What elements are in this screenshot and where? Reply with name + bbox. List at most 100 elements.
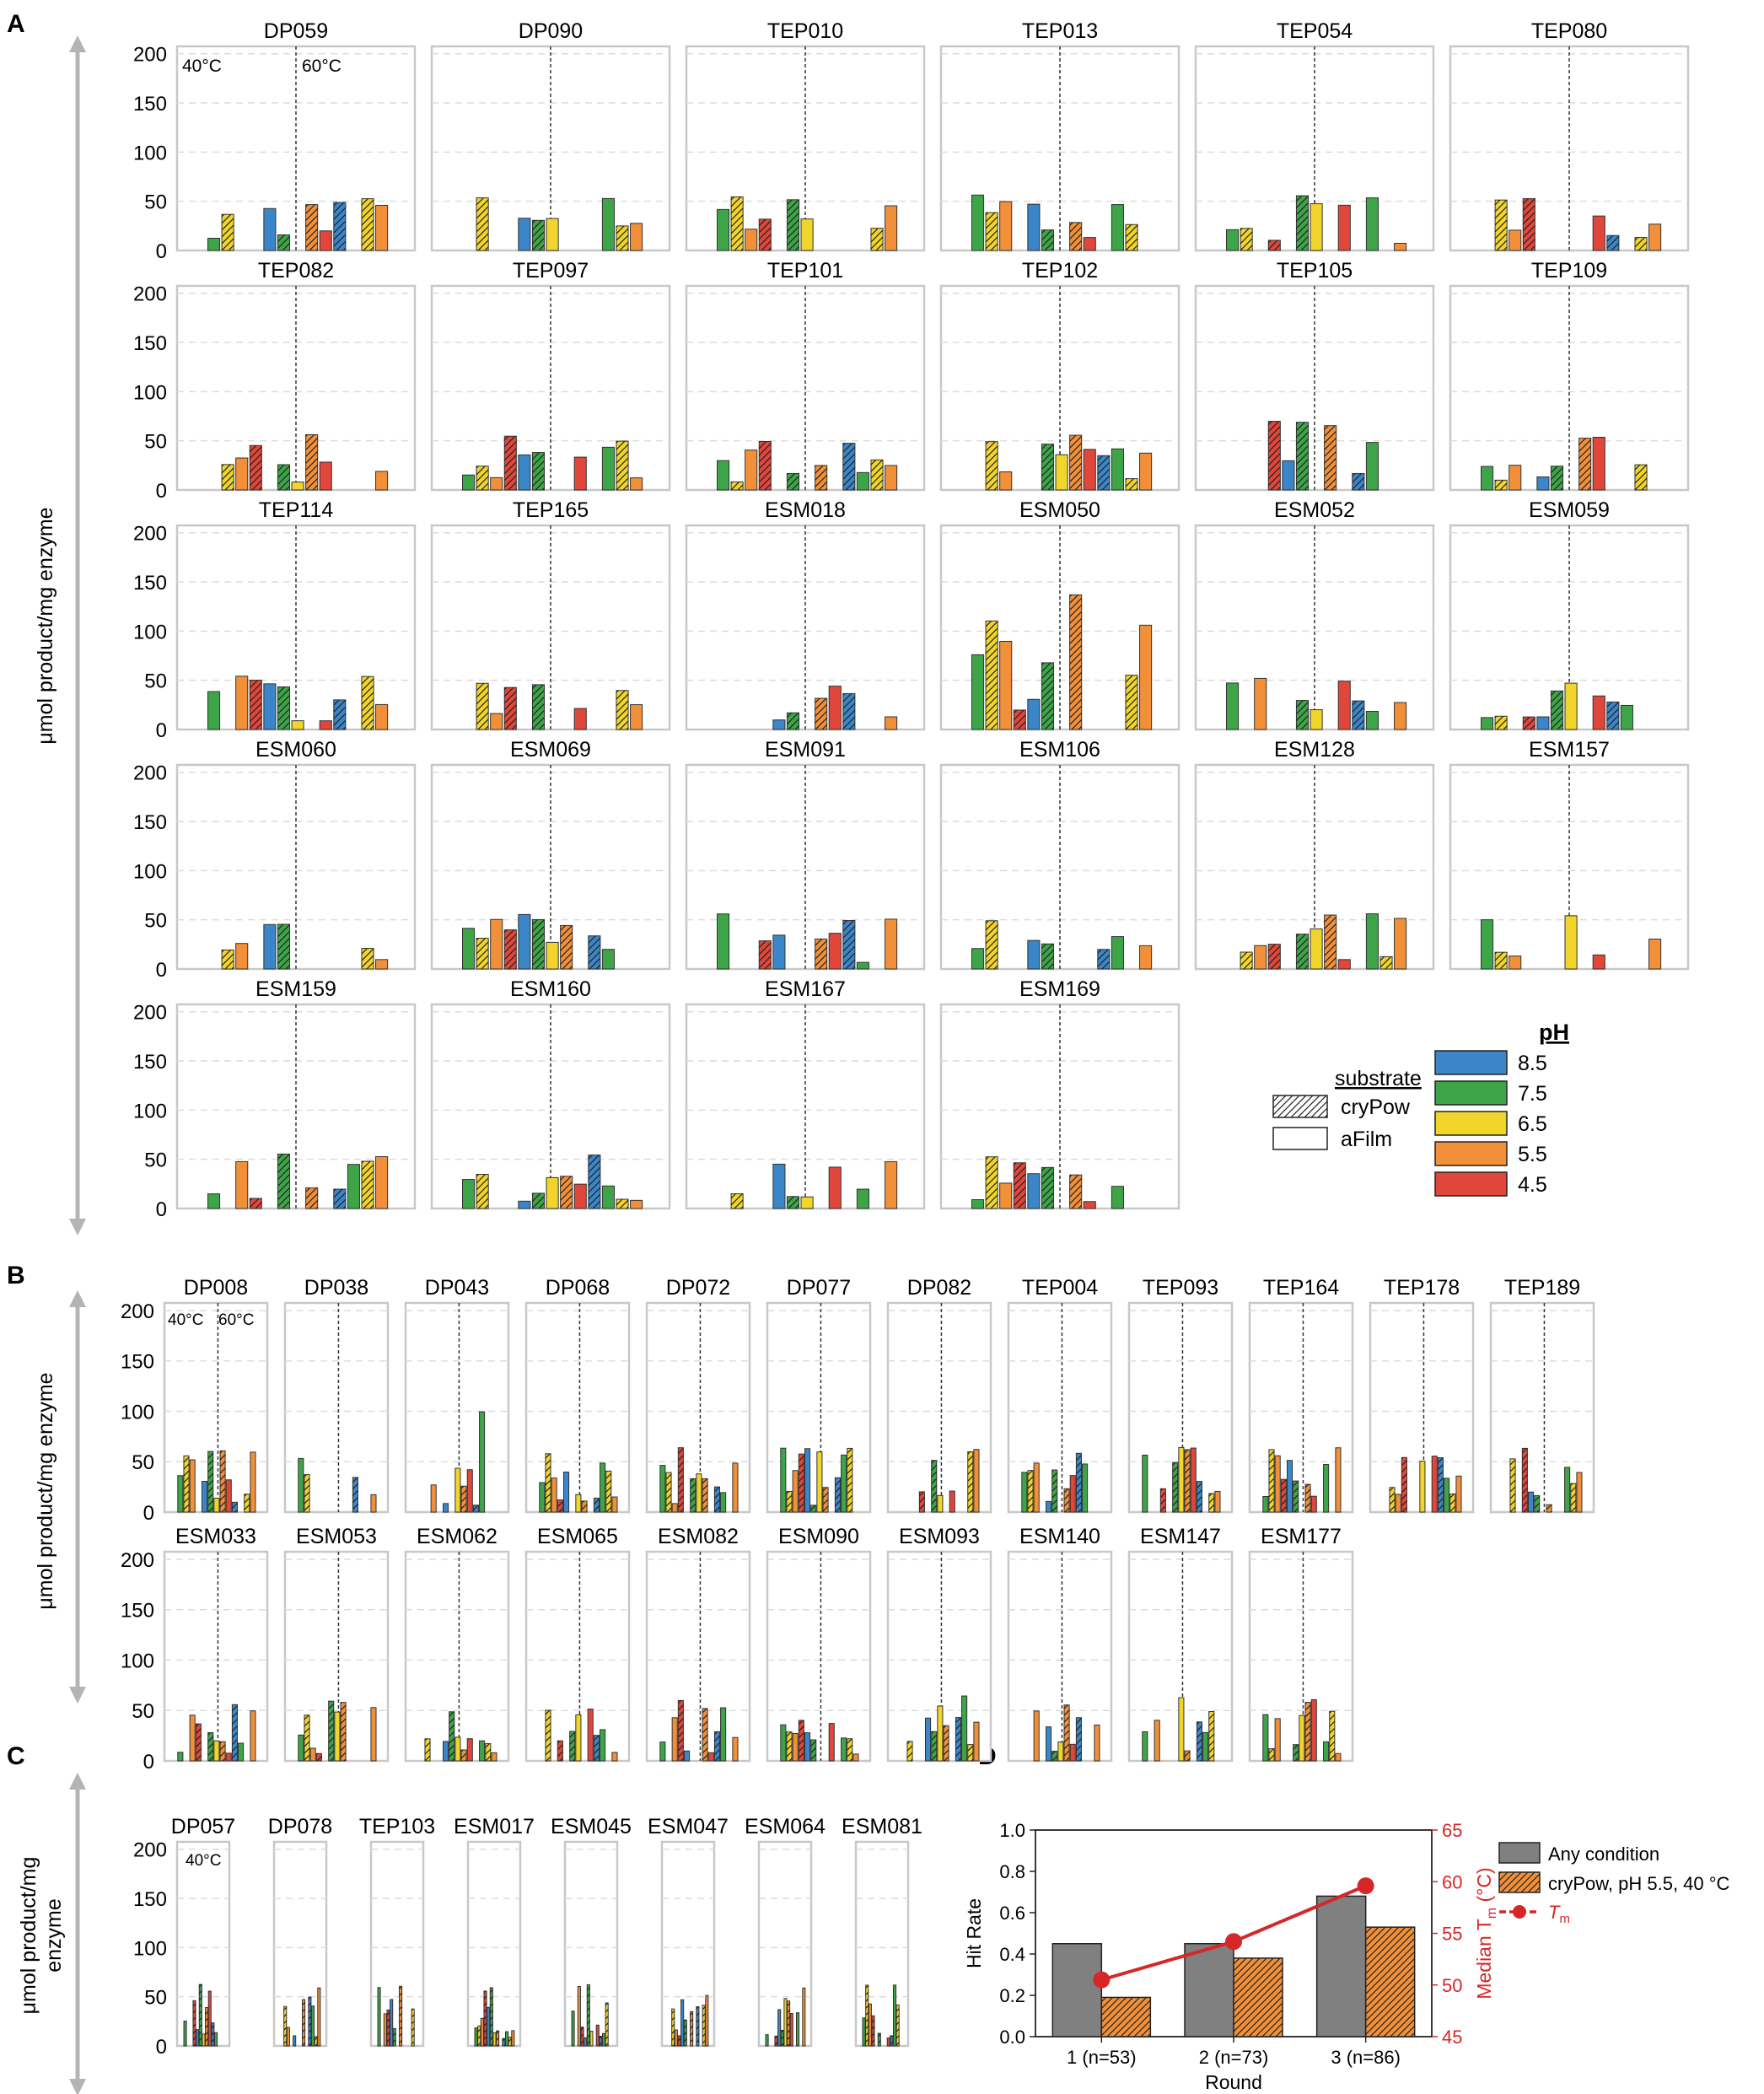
bar [319,720,332,730]
bar [1592,215,1605,251]
bar-hatch [1208,1711,1214,1761]
bar [390,1999,394,2047]
bar-hatch [461,1749,467,1761]
bar [971,194,985,251]
bar [334,1711,341,1762]
subplot: ESM157 [1449,738,1690,971]
subplot-frame [854,1840,910,2048]
bar-hatch [250,445,262,490]
bar [546,1176,559,1209]
bar-hatch [232,1502,238,1512]
bar-hatch [1064,1704,1070,1761]
bar [720,1707,727,1762]
bar [317,1987,321,2047]
bar-hatch [1014,709,1026,729]
y-label-c-line2: enzyme [42,1898,66,1973]
ph-legend-title: pH [1539,1020,1569,1045]
bar-hatch [1324,425,1336,490]
bar-hatch [759,441,772,490]
bar-hatch [277,686,290,729]
ph-swatch [1434,1080,1508,1106]
bar-hatch [1523,717,1535,729]
subplot: ESM167 [685,977,926,1210]
y-tick-label: 50 [144,1987,167,2010]
bar-hatch [1041,662,1054,729]
bar [1254,677,1267,730]
y-tick-label: 50 [144,1149,167,1172]
bar [1592,695,1605,730]
bar-hatch [504,929,517,969]
bar [1262,1496,1269,1513]
bar-hatch [476,683,489,729]
bar-hatch [196,1724,202,1761]
bar [1299,1714,1305,1762]
subplot: ESM082 [645,1525,751,1763]
bar [1337,681,1351,730]
bar [196,2029,200,2047]
bar [1282,460,1295,491]
subplot-title: ESM062 [417,1525,497,1548]
bar [375,205,389,251]
bar-hatch [677,2035,681,2046]
bar-hatch [1293,1481,1299,1512]
bar [999,201,1013,251]
bar [630,477,643,491]
bar [611,1752,618,1762]
subplot: TEP101 [685,259,926,492]
bar [1027,698,1041,730]
bar-hatch [1041,1167,1054,1208]
bar [1394,918,1407,970]
bar-hatch [1546,1505,1552,1512]
ph-legend: pH 8.5 7.5 6.5 5.5 4.5 [1434,1020,1569,1197]
bar [772,719,786,730]
bar-hatch [220,1741,226,1761]
bar [466,1469,473,1513]
bar [1480,466,1494,491]
bar [885,716,898,730]
bar [800,1196,814,1209]
bar [1214,1490,1221,1513]
subplot-title: DP072 [666,1276,730,1300]
subplot: DP057 [171,1815,235,2048]
subplot-frame [175,1840,231,2048]
bar [600,1462,606,1513]
bar [207,237,221,251]
subplot-title: TEP103 [359,1815,435,1838]
bar [207,1193,221,1209]
bar [490,713,503,730]
subplot: DP043 [404,1276,510,1514]
bar-hatch [1076,1717,1082,1761]
bar-hatch [532,452,545,490]
bar [1648,223,1662,251]
bar [1069,1743,1076,1762]
bar-hatch [1606,702,1619,729]
y-tick-label: 150 [133,93,167,116]
bar [1178,1446,1185,1513]
y-tick-label: 1.0 [999,1820,1025,1841]
y2-tick-label: 60 [1442,1871,1462,1892]
y-tick-label: 150 [121,1351,154,1374]
bar-hatch [1509,1458,1516,1512]
bar [235,1160,249,1209]
bar [937,1705,944,1762]
bar [1286,1460,1293,1513]
y-label-b: μmol product/mg enzyme [34,1372,57,1609]
subplot-title: ESM047 [648,1815,729,1838]
bar [1027,1173,1041,1209]
bar [1419,1461,1426,1513]
bar-hatch [461,1486,467,1512]
bar [777,2009,782,2047]
bar-hatch [1551,691,1563,729]
bar-hatch [449,1711,454,1761]
subplot: ESM018 [685,498,926,731]
bar-hatch [870,228,884,250]
subplot: ESM159 [175,977,417,1210]
legend-label-any: Any condition [1548,1844,1659,1865]
bar-hatch [714,1487,720,1512]
bar [562,1472,570,1513]
bar-hatch [1523,198,1535,250]
y-tick-label: 100 [133,1937,167,1960]
subplot-title: ESM064 [745,1815,826,1838]
bar [828,1166,842,1209]
temp-label-60: 60°C [302,57,342,76]
